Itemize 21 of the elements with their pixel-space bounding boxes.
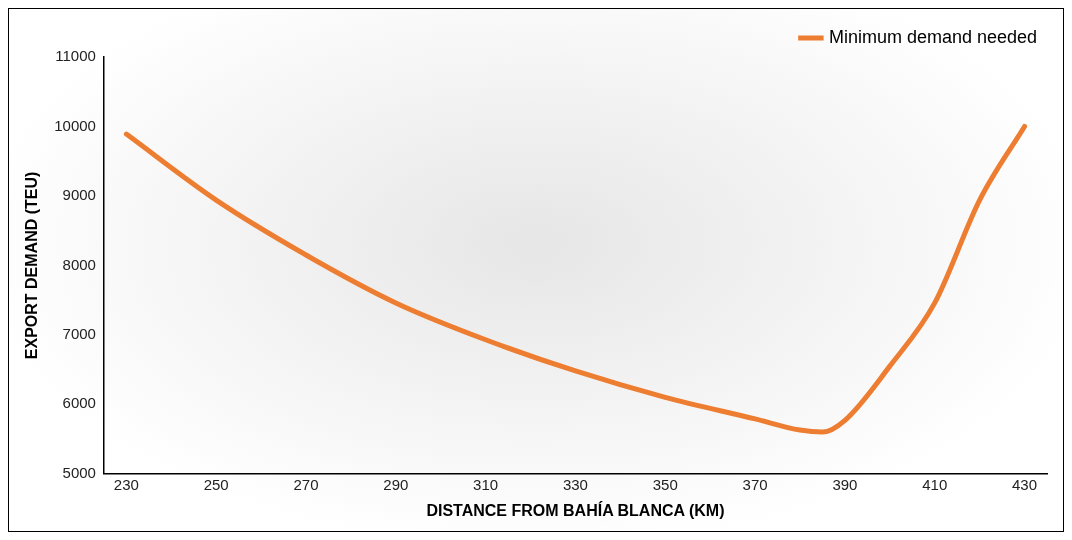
y-tick-label: 7000 bbox=[62, 325, 96, 343]
y-axis-title: EXPORT DEMAND (TEU) bbox=[23, 171, 41, 360]
y-tick-label: 8000 bbox=[62, 255, 96, 273]
x-tick-label: 430 bbox=[1012, 475, 1038, 493]
x-tick-label: 410 bbox=[922, 475, 948, 493]
x-tick-label: 330 bbox=[562, 475, 588, 493]
y-tick-label: 5000 bbox=[62, 463, 96, 481]
x-tick-label: 390 bbox=[832, 475, 858, 493]
x-axis-title: DISTANCE FROM BAHÍA BLANCA (KM) bbox=[426, 500, 725, 519]
x-tick-label: 250 bbox=[203, 475, 229, 493]
x-tick-label: 230 bbox=[113, 475, 139, 493]
x-tick-label: 370 bbox=[742, 475, 768, 493]
y-tick-label: 11000 bbox=[55, 47, 96, 65]
y-tick-label: 9000 bbox=[62, 186, 96, 204]
x-tick-label: 310 bbox=[473, 475, 499, 493]
y-tick-label: 10000 bbox=[54, 116, 96, 134]
x-tick-label: 290 bbox=[383, 475, 409, 493]
legend-label: Minimum demand needed bbox=[828, 26, 1038, 47]
y-tick-label: 6000 bbox=[62, 394, 96, 412]
x-tick-label: 350 bbox=[652, 475, 678, 493]
x-tick-label: 270 bbox=[293, 475, 319, 493]
